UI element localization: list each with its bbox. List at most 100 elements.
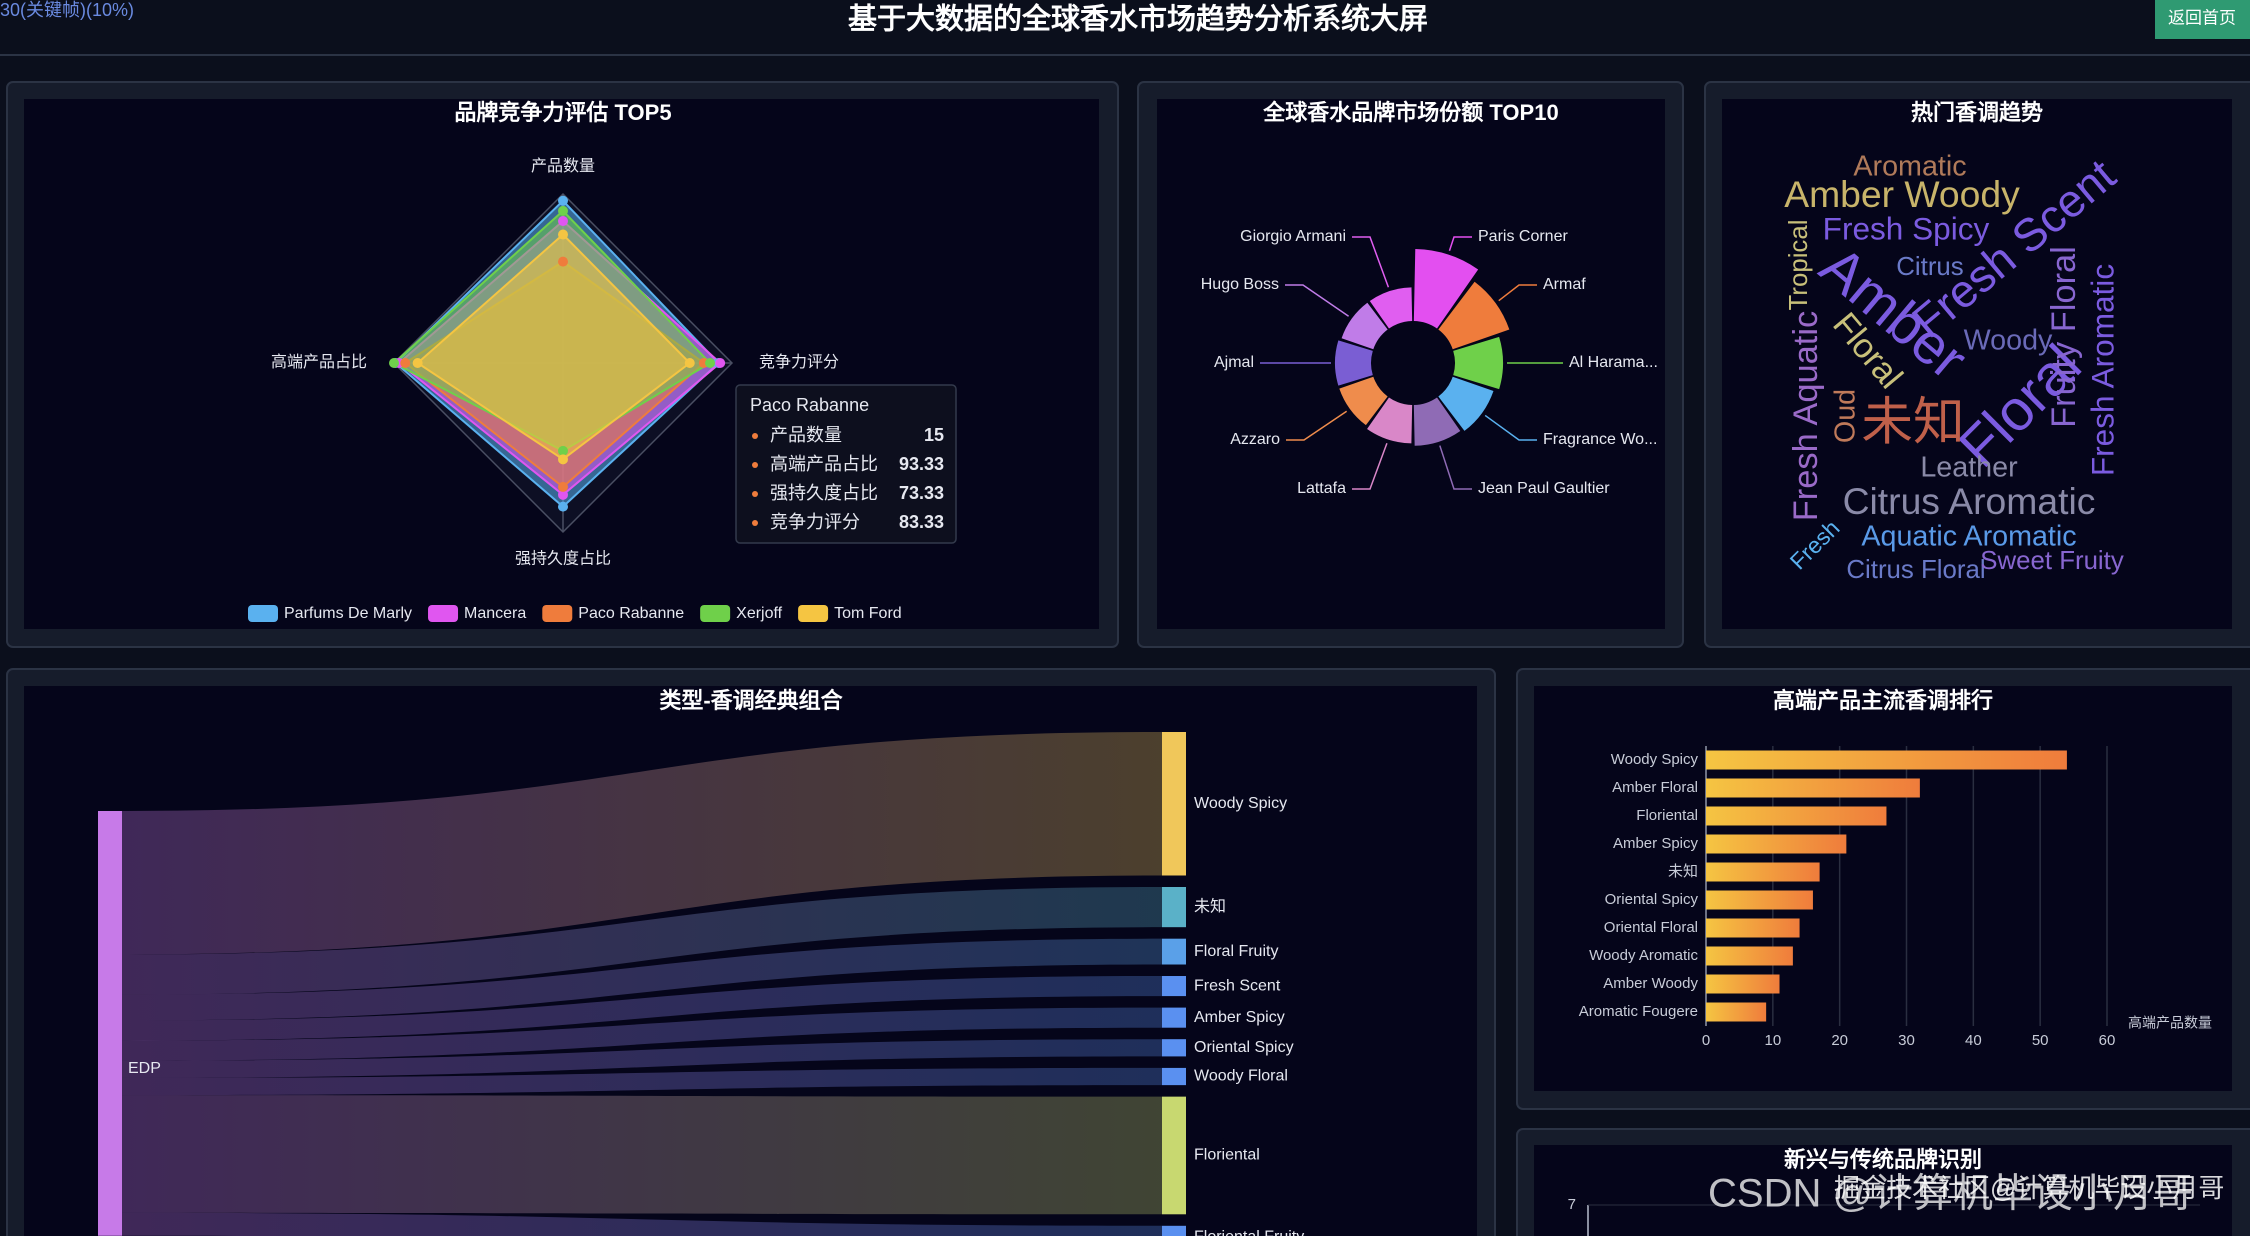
sankey-node <box>1162 1007 1186 1028</box>
sankey-node <box>1162 887 1186 928</box>
pie-label: Hugo Boss <box>1201 276 1279 293</box>
pie-label: Al Harama... <box>1569 354 1658 371</box>
x-tick-label: 0 <box>1702 1032 1710 1049</box>
pie-slice <box>1453 336 1504 390</box>
legend-label: Paco Rabanne <box>578 605 684 622</box>
tooltip-value: 83.33 <box>899 512 944 532</box>
sankey-link <box>122 887 1162 995</box>
bar <box>1706 918 1800 938</box>
sankey-node-label: Woody Spicy <box>1194 795 1287 812</box>
x-tick-label: 10 <box>1764 1032 1781 1049</box>
x-tick-label: 30 <box>1898 1032 1915 1049</box>
legend-swatch <box>700 605 731 622</box>
sankey-link <box>122 1007 1162 1061</box>
sankey-link <box>122 1212 1162 1236</box>
legend-swatch <box>542 605 573 622</box>
radar-point <box>558 445 568 456</box>
tooltip-title: Paco Rabanne <box>750 395 869 415</box>
radar-point <box>705 358 716 368</box>
legend-label: Parfums De Marly <box>284 605 412 622</box>
pie-label: Fragrance Wo... <box>1543 431 1657 448</box>
tooltip-label: 产品数量 <box>770 425 842 445</box>
word: Fresh Aromatic <box>2084 264 2120 476</box>
radar-point <box>558 205 568 216</box>
x-tick-label: 50 <box>2032 1032 2049 1049</box>
tooltip-label: 竞争力评分 <box>770 512 860 532</box>
word: Leather <box>1920 452 2018 484</box>
bar <box>1706 974 1780 994</box>
watermark: CSDN @计算机毕设小月哥 <box>1708 1172 2193 1216</box>
sankey-link <box>122 1039 1162 1078</box>
radar-point <box>558 216 568 227</box>
radar-point <box>558 229 568 240</box>
sankey-node-label: Fresh Scent <box>1194 977 1281 994</box>
sankey-node-label: Oriental Spicy <box>1194 1039 1294 1056</box>
pie-label: Lattafa <box>1297 480 1346 497</box>
pie-label: Paris Corner <box>1478 228 1568 245</box>
sankey-node <box>1162 1067 1186 1086</box>
panel-title: 热门香调趋势 <box>1911 100 2043 125</box>
word: Oud <box>1830 389 1862 443</box>
tooltip-dot <box>752 433 758 439</box>
pie-slice <box>1438 376 1494 431</box>
legend-label: Xerjoff <box>736 605 783 622</box>
word: Sweet Fruity <box>1980 547 2124 575</box>
tooltip-label: 高端产品占比 <box>770 454 878 474</box>
sankey-link <box>122 732 1162 955</box>
x-tick-label: 60 <box>2099 1032 2116 1049</box>
sankey-node <box>1162 1225 1186 1236</box>
pie-slice <box>1367 397 1413 444</box>
sankey-node-label: EDP <box>128 1060 161 1077</box>
word: Woody <box>1964 325 2053 357</box>
page-title: 基于大数据的全球香水市场趋势分析系统大屏 <box>848 2 1428 36</box>
sankey-node-label: Woody Floral <box>1194 1068 1288 1085</box>
y-tick-label: Floriental <box>1636 807 1698 824</box>
tooltip-dot <box>752 520 758 526</box>
pie-leader <box>1285 284 1350 317</box>
panel-title: 类型-香调经典组合 <box>659 688 843 713</box>
word: 未知 <box>1861 393 1964 451</box>
bar <box>1706 806 1887 826</box>
pie-leader <box>1448 236 1472 252</box>
sankey-node <box>1162 1096 1186 1215</box>
word: Aquatic Aromatic <box>1861 521 2076 553</box>
sankey-node-label: Floriental <box>1194 1147 1260 1164</box>
bar <box>1706 862 1820 882</box>
radar-point <box>558 489 568 500</box>
pie-label: Jean Paul Gaultier <box>1478 480 1610 497</box>
panel-title: 新兴与传统品牌识别 <box>1784 1147 1982 1172</box>
panel-body <box>1722 99 2232 629</box>
radar-point <box>558 454 568 465</box>
y-tick-label: Woody Aromatic <box>1589 947 1698 964</box>
panel-body <box>1157 99 1665 629</box>
y-tick-label: 未知 <box>1668 863 1698 880</box>
tooltip-dot <box>752 462 758 468</box>
x-tick-label: 40 <box>1965 1032 1982 1049</box>
pie-slice <box>1339 376 1388 426</box>
sankey-link <box>122 1095 1162 1215</box>
sankey-link <box>122 976 1162 1041</box>
word: Tropical <box>1785 220 1813 311</box>
bar <box>1706 1002 1767 1022</box>
frame-note: 30(关键帧)(10%) <box>0 0 134 20</box>
pie-slice <box>1341 302 1388 350</box>
word: Fresh Aquatic <box>1787 311 1825 521</box>
legend-swatch <box>428 605 459 622</box>
word: Citrus <box>1896 253 1963 281</box>
panel-body <box>1534 1145 2232 1236</box>
legend-label: Mancera <box>464 605 526 622</box>
pie-leader <box>1439 445 1472 490</box>
word: Fruity Floral <box>2045 246 2083 428</box>
back-button[interactable] <box>2155 0 2250 39</box>
pie-leader <box>1286 410 1348 441</box>
back-button-label[interactable]: 返回首页 <box>2168 8 2236 27</box>
word: Amber Woody <box>1784 173 2020 215</box>
panel-title: 高端产品主流香调排行 <box>1773 688 1993 713</box>
y-tick-label: Amber Woody <box>1603 975 1698 992</box>
sankey-node <box>1162 938 1186 965</box>
radar-point <box>684 358 695 368</box>
pie-slice <box>1413 397 1461 446</box>
sankey-node <box>1162 732 1186 876</box>
tooltip-value: 93.33 <box>899 454 944 474</box>
